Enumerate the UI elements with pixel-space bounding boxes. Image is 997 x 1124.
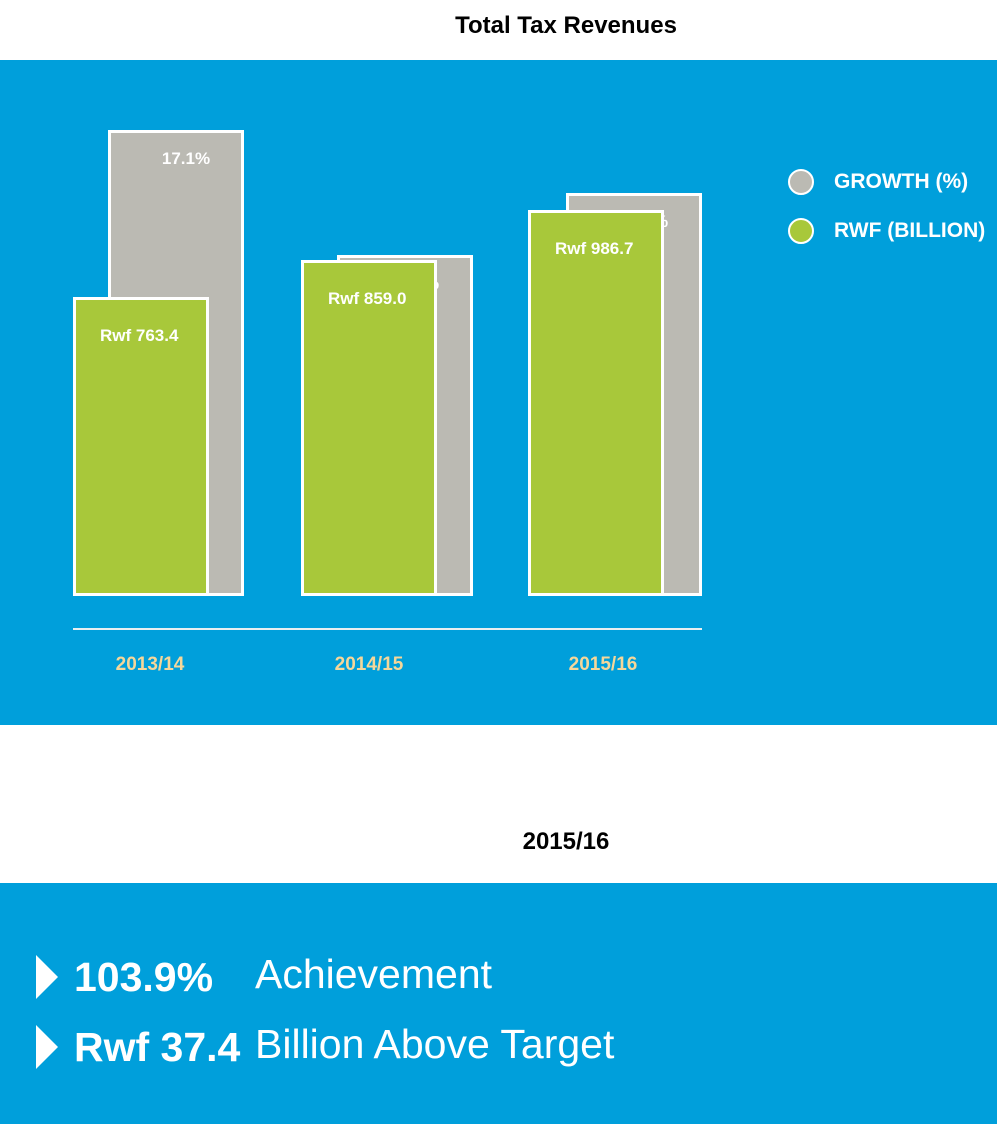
rwf-bar-2014-15: Rwf 859.0	[301, 259, 437, 596]
x-axis-line	[73, 628, 702, 630]
chart-title: Total Tax Revenues	[455, 12, 677, 39]
summary-year: 2015/16	[522, 828, 610, 855]
legend-growth: GROWTH (%)	[788, 166, 968, 198]
summary-panel: 103.9% Achievement Rwf 37.4 Billion Abov…	[0, 883, 997, 1124]
arrow-right-icon	[36, 955, 58, 999]
legend-growth-swatch	[788, 169, 814, 195]
legend-rwf-swatch	[788, 218, 814, 244]
rwf-bar-label: Rwf 859.0	[328, 288, 407, 308]
x-tick-label: 2013/14	[115, 654, 185, 675]
legend-rwf-label: RWF (BILLION)	[834, 219, 986, 242]
legend-rwf: RWF (BILLION)	[788, 215, 985, 247]
rwf-bar-label: Rwf 986.7	[555, 239, 634, 258]
stat-above-target-value: Rwf 37.4	[74, 1023, 241, 1070]
legend-growth-label: GROWTH (%)	[834, 170, 969, 193]
growth-bar-label: 17.1%	[161, 149, 211, 168]
rwf-bar-2013-14: Rwf 763.4	[73, 297, 209, 596]
rwf-bar-2015-16: Rwf 986.7	[528, 210, 664, 596]
stat-achievement-desc: Achievement	[255, 951, 493, 997]
x-tick-label: 2014/15	[334, 654, 404, 675]
rwf-bar-label: Rwf 763.4	[100, 326, 179, 346]
stat-achievement: 103.9%	[36, 949, 213, 1005]
stat-above-target: Rwf 37.4	[36, 1019, 240, 1075]
stat-achievement-value: 103.9%	[74, 953, 214, 1000]
arrow-right-icon	[36, 1025, 58, 1069]
x-tick-label: 2015/16	[568, 654, 638, 675]
stat-above-target-desc: Billion Above Target	[255, 1021, 615, 1067]
